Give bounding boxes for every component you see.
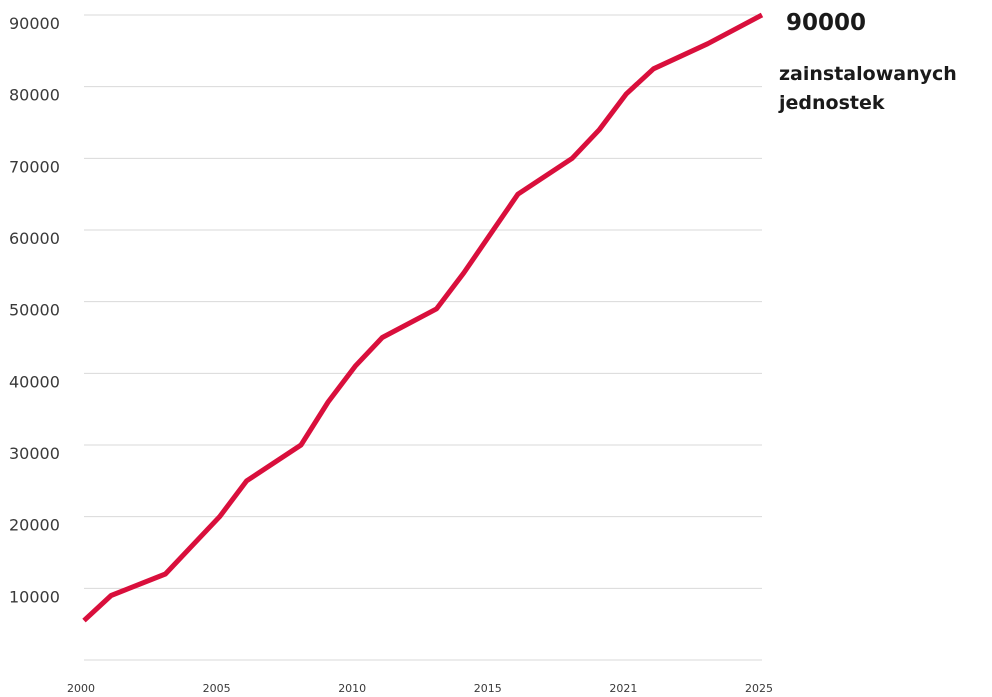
y-tick-label: 60000 <box>9 229 60 248</box>
x-tick-label: 2000 <box>67 682 95 695</box>
y-tick-label: 80000 <box>9 86 60 105</box>
x-tick-label: 2010 <box>338 682 366 695</box>
y-tick-label: 20000 <box>9 516 60 535</box>
annotation-value: 90000 <box>786 10 867 36</box>
y-tick-label: 40000 <box>9 372 60 391</box>
series-line <box>82 12 764 623</box>
series-layer <box>82 12 764 623</box>
x-tick-label: 2021 <box>609 682 637 695</box>
gridlines <box>84 14 762 661</box>
y-tick-label: 30000 <box>9 444 60 463</box>
y-axis-tick-labels: 10000 20000 30000 40000 50000 60000 70000 80000… <box>9 14 60 606</box>
y-tick-label: 70000 <box>9 157 60 176</box>
y-tick-label: 10000 <box>9 587 60 606</box>
y-tick-label: 50000 <box>9 301 60 320</box>
x-tick-label: 2025 <box>745 682 773 695</box>
x-tick-label: 2005 <box>203 682 231 695</box>
x-axis-tick-labels: 2000 2005 2010 2015 2021 2025 <box>67 682 773 695</box>
y-tick-label: 90000 <box>9 14 60 33</box>
x-tick-label: 2015 <box>474 682 502 695</box>
annotation-caption: zainstalowanych jednostek <box>779 63 957 114</box>
